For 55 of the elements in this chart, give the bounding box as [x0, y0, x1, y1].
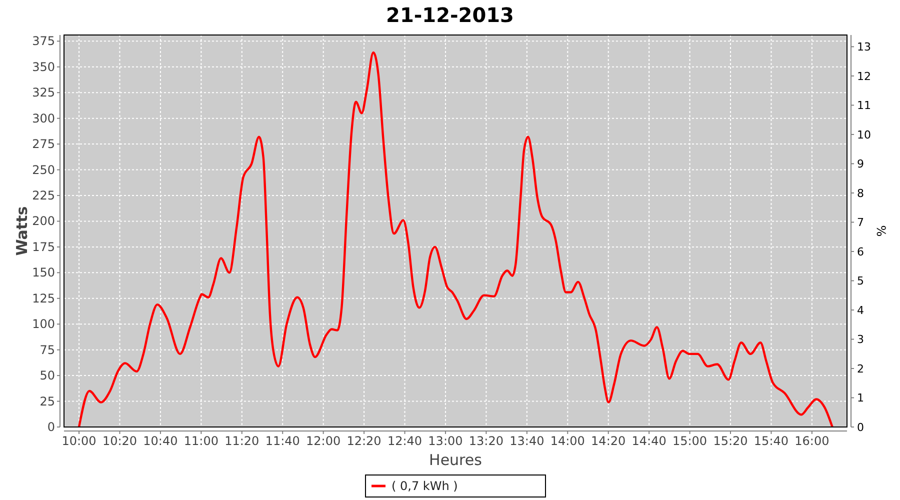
- y2-tick-label: 6: [857, 245, 864, 258]
- x-tick-label: 14:00: [550, 434, 585, 448]
- x-tick-label: 10:00: [62, 434, 96, 448]
- y-tick-label: 350: [32, 60, 55, 74]
- y-tick-label: 325: [32, 86, 55, 100]
- y2-tick-label: 7: [857, 216, 864, 230]
- y2-tick-label: 5: [857, 274, 864, 288]
- x-tick-label: 12:20: [346, 434, 382, 448]
- x-tick-label: 10:40: [143, 434, 178, 448]
- x-tick-label: 12:00: [306, 434, 341, 448]
- y-tick-label: 100: [32, 317, 55, 332]
- y2-tick-label: 1: [857, 392, 864, 405]
- y2-axis-title: %: [874, 225, 888, 237]
- x-axis-title: Heures: [429, 451, 482, 469]
- y2-tick-label: 10: [857, 128, 871, 142]
- y-tick-label: 250: [32, 162, 55, 177]
- x-tick-label: 15:00: [672, 434, 708, 448]
- y-tick-label: 25: [40, 394, 55, 408]
- legend-label: ( 0,7 kWh ): [392, 479, 458, 493]
- x-tick-label: 16:00: [794, 434, 830, 448]
- y2-tick-label: 9: [857, 158, 864, 171]
- x-tick-label: 11:20: [224, 434, 260, 448]
- x-tick-label: 12:40: [387, 434, 422, 448]
- x-tick-label: 13:00: [428, 434, 463, 448]
- y-tick-label: 0: [47, 420, 55, 434]
- x-tick-label: 15:40: [754, 434, 789, 448]
- x-tick-label: 13:20: [468, 434, 504, 448]
- x-tick-label: 14:20: [591, 434, 626, 448]
- y2-tick-label: 2: [857, 362, 864, 376]
- y2-tick-label: 8: [857, 186, 864, 200]
- y-axis-title: Watts: [13, 206, 31, 256]
- y2-tick-label: 11: [857, 99, 871, 112]
- x-tick-label: 14:40: [632, 434, 666, 448]
- y-tick-label: 150: [32, 266, 55, 280]
- x-tick-label: 10:20: [102, 434, 138, 448]
- x-tick-label: 11:40: [265, 434, 300, 448]
- line-series: [78, 51, 834, 428]
- x-tick-label: 15:20: [713, 434, 748, 448]
- y-tick-label: 50: [40, 368, 55, 383]
- y2-tick-label: 4: [857, 304, 864, 317]
- y2-tick-label: 12: [857, 70, 871, 83]
- y-tick-label: 275: [32, 137, 55, 152]
- y2-tick-label: 0: [857, 421, 864, 434]
- x-tick-label: 11:00: [184, 434, 218, 448]
- y-tick-label: 175: [32, 240, 55, 254]
- y-tick-label: 125: [32, 291, 55, 306]
- y-tick-label: 200: [32, 214, 55, 228]
- y2-tick-label: 3: [857, 333, 864, 346]
- y2-tick-label: 13: [857, 40, 871, 54]
- x-tick-label: 13:40: [510, 434, 544, 448]
- y-tick-label: 375: [32, 34, 55, 48]
- y-tick-label: 300: [32, 111, 55, 126]
- chart-title: 21-12-2013: [386, 3, 514, 27]
- y-tick-label: 75: [40, 342, 55, 357]
- y-tick-label: 225: [32, 188, 55, 203]
